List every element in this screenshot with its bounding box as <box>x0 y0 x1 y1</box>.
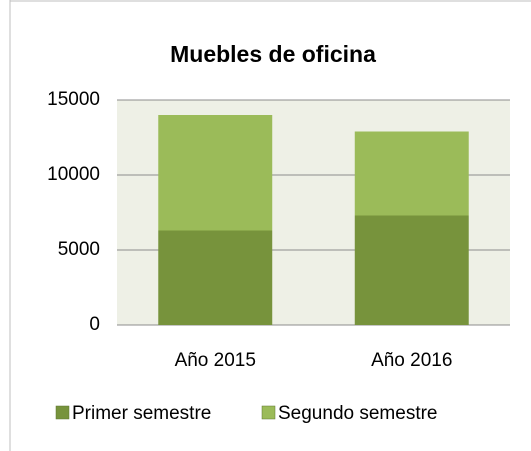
y-tick-label: 10000 <box>47 164 100 185</box>
y-tick-label: 5000 <box>58 239 100 260</box>
bar-segment <box>354 131 469 216</box>
legend-swatch <box>261 405 276 420</box>
chart-title: Muebles de oficina <box>170 41 376 67</box>
y-tick-label: 15000 <box>47 89 100 110</box>
y-tick-label: 0 <box>89 314 100 335</box>
legend-swatch <box>55 405 70 420</box>
bar-segment <box>158 230 273 325</box>
bar-segment <box>158 115 273 231</box>
x-tick-label: Año 2015 <box>175 350 256 371</box>
legend-label: Primer semestre <box>72 403 211 424</box>
x-tick-label: Año 2016 <box>371 350 452 371</box>
legend-label: Segundo semestre <box>278 403 438 424</box>
bar-segment <box>354 215 469 325</box>
